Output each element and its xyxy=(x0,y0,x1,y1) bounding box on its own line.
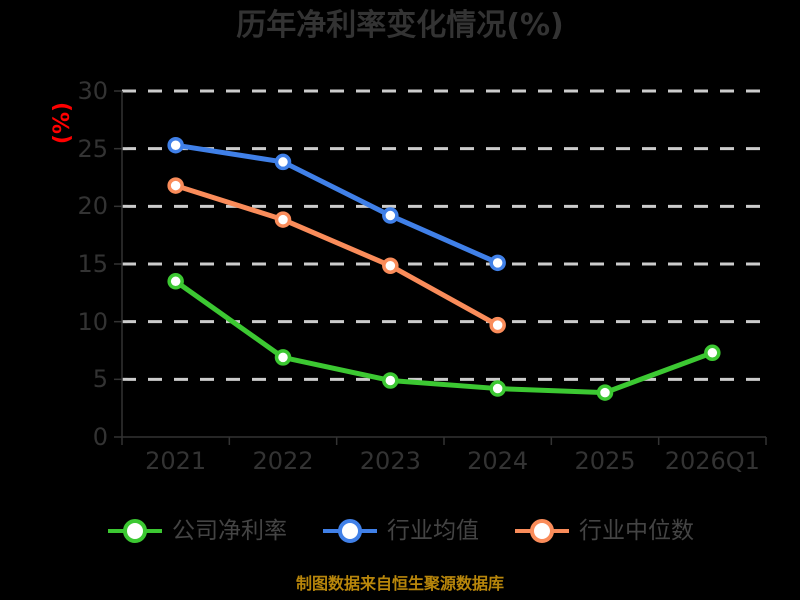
data-point-marker[interactable] xyxy=(167,136,184,154)
y-tick-label: 25 xyxy=(77,134,108,163)
data-point-marker[interactable] xyxy=(382,207,399,224)
series-line xyxy=(173,183,501,328)
x-tick-label: 2024 xyxy=(467,447,529,475)
data-point-marker[interactable] xyxy=(274,211,292,228)
series-line xyxy=(173,278,715,396)
x-tick-label: 2021 xyxy=(145,447,207,475)
y-tick-label: 15 xyxy=(77,250,108,278)
y-tick-label: 5 xyxy=(92,365,108,394)
data-point-marker[interactable] xyxy=(167,177,184,194)
data-point-marker[interactable] xyxy=(489,380,506,397)
y-tick-label: 0 xyxy=(92,423,108,451)
data-point-marker[interactable] xyxy=(382,372,399,389)
legend-item[interactable]: 公司净利率 xyxy=(106,516,287,546)
legend-item[interactable]: 行业中位数 xyxy=(513,516,694,546)
legend-label: 公司净利率 xyxy=(172,517,287,544)
legend-marker-icon xyxy=(515,519,569,543)
data-point-marker[interactable] xyxy=(704,344,721,362)
legend-marker-icon xyxy=(108,519,162,543)
x-tick-label: 2026Q1 xyxy=(664,447,760,475)
series-line xyxy=(173,142,501,266)
data-point-marker[interactable] xyxy=(596,384,614,401)
legend-item[interactable]: 行业均值 xyxy=(321,516,479,546)
legend-label: 行业均值 xyxy=(387,517,479,544)
chart-title: 历年净利率变化情况(%) xyxy=(236,8,564,43)
y-tick-label: 20 xyxy=(77,192,108,221)
x-tick-label: 2025 xyxy=(574,447,636,475)
legend-label: 行业中位数 xyxy=(579,517,694,544)
y-tick-label: 30 xyxy=(77,77,108,105)
x-tick-label: 2023 xyxy=(359,447,421,475)
data-point-marker[interactable] xyxy=(489,254,506,272)
y-tick-label: 10 xyxy=(77,307,108,336)
plot-area xyxy=(114,89,767,445)
plot-svg xyxy=(114,89,767,445)
source-note: 制图数据来自恒生聚源数据库 xyxy=(295,574,504,593)
data-point-marker[interactable] xyxy=(274,349,292,366)
data-point-marker[interactable] xyxy=(382,257,399,274)
chart-legend: 公司净利率 行业均值 行业中位数 xyxy=(0,516,800,546)
data-point-marker[interactable] xyxy=(167,273,184,290)
legend-marker-icon xyxy=(323,519,377,543)
data-point-marker[interactable] xyxy=(274,153,292,171)
x-tick-label: 2022 xyxy=(252,447,314,475)
data-point-marker[interactable] xyxy=(489,316,506,334)
